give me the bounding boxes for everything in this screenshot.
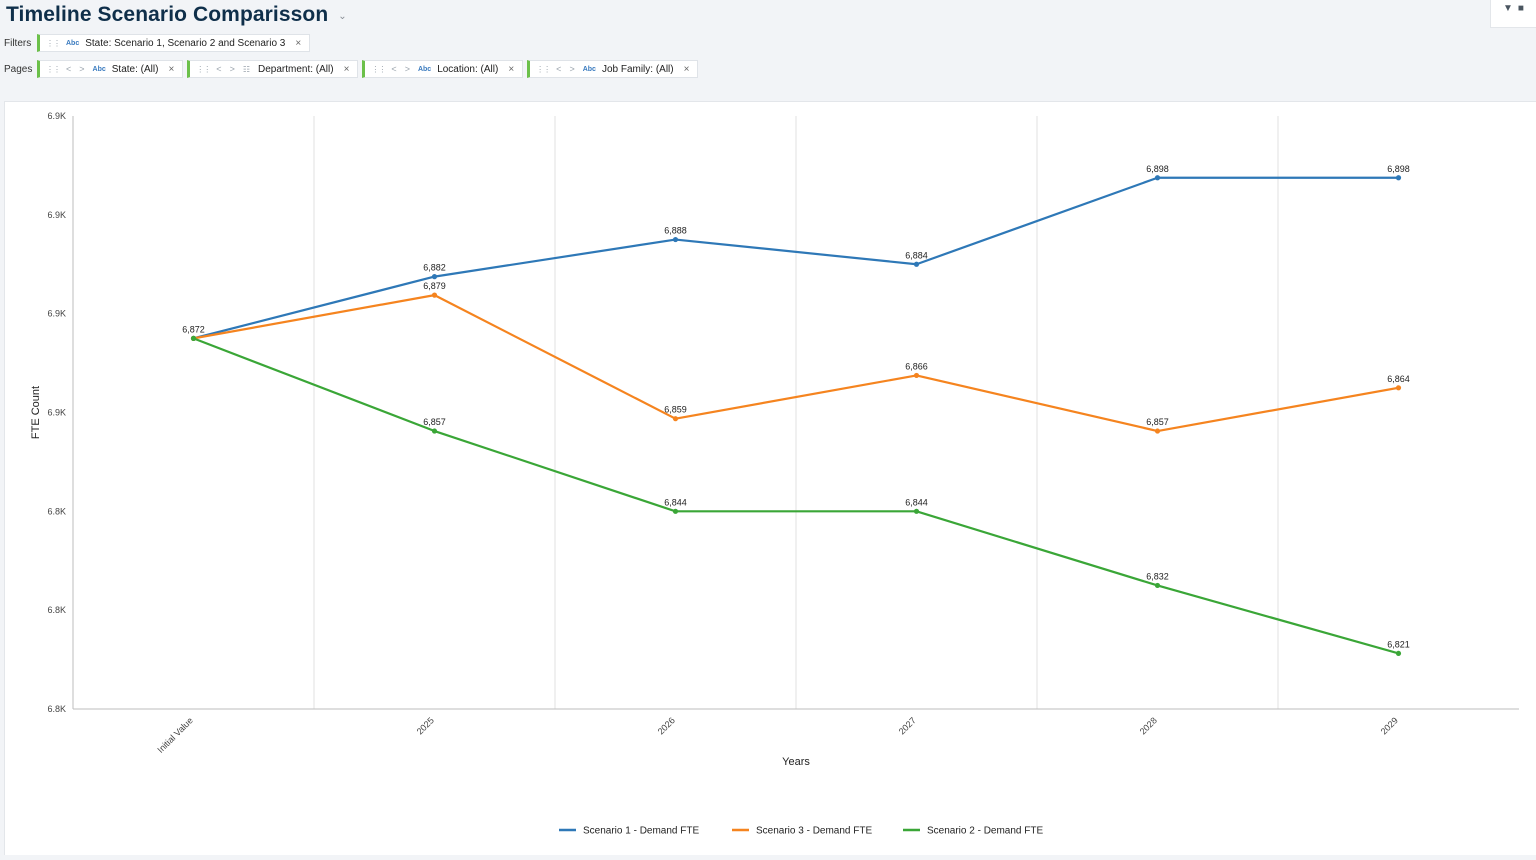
data-point[interactable] bbox=[1395, 175, 1402, 181]
hierarchy-icon: ☷ bbox=[242, 64, 250, 74]
close-icon[interactable]: × bbox=[508, 63, 515, 75]
data-label: 6,884 bbox=[905, 250, 928, 260]
filter-icon[interactable]: ▼ bbox=[1503, 3, 1513, 14]
y-tick-label: 6.9K bbox=[47, 111, 66, 121]
drag-handle-icon[interactable]: ⋮⋮ bbox=[371, 64, 386, 74]
data-point[interactable] bbox=[672, 416, 679, 422]
drag-handle-icon[interactable]: ⋮⋮ bbox=[196, 64, 211, 74]
chevron-right-icon[interactable]: > bbox=[569, 64, 575, 74]
data-point[interactable] bbox=[672, 236, 679, 243]
data-label: 6,882 bbox=[423, 263, 446, 273]
series-line-1 bbox=[193, 176, 1399, 340]
data-label: 6,898 bbox=[1146, 164, 1169, 174]
chart-panel: 6.9K 6.9K 6.9K 6.9K 6.8K 6.8K 6.8K Initial Valu… bbox=[4, 101, 1536, 855]
data-label: 6,844 bbox=[664, 497, 687, 507]
data-point[interactable] bbox=[913, 372, 920, 379]
close-icon[interactable]: × bbox=[295, 37, 302, 49]
data-point[interactable] bbox=[431, 274, 438, 280]
page-chip-department[interactable]: ⋮⋮ < > ☷ Department: (All) × bbox=[187, 60, 359, 78]
y-tick-label: 6.9K bbox=[47, 210, 66, 220]
data-label: 6,888 bbox=[664, 226, 687, 236]
abc-icon: Abc bbox=[417, 65, 432, 73]
data-label: 6,866 bbox=[905, 361, 928, 371]
chevron-down-icon[interactable]: ⌄ bbox=[338, 11, 347, 22]
x-axis-title: Years bbox=[782, 756, 810, 768]
drag-handle-icon[interactable]: ⋮⋮ bbox=[536, 64, 551, 74]
data-point[interactable] bbox=[1395, 650, 1402, 657]
close-icon[interactable]: × bbox=[683, 63, 690, 75]
data-label: 6,844 bbox=[905, 497, 928, 507]
y-axis-title: FTE Count bbox=[30, 386, 42, 439]
page-title: Timeline Scenario Comparisson bbox=[6, 3, 329, 26]
y-tick-label: 6.8K bbox=[47, 704, 66, 714]
pages-label: Pages bbox=[4, 63, 33, 75]
filter-chip-state[interactable]: ⋮⋮ Abc State: Scenario 1, Scenario 2 and… bbox=[37, 34, 311, 52]
page-chip-text[interactable]: State: (All) bbox=[111, 63, 159, 75]
x-tick-label: 2029 bbox=[1379, 715, 1400, 736]
data-point[interactable] bbox=[431, 428, 438, 434]
y-tick-label: 6.9K bbox=[47, 408, 66, 418]
abc-icon: Abc bbox=[66, 39, 80, 47]
x-tick-label: 2025 bbox=[415, 715, 436, 736]
data-label: 6,832 bbox=[1146, 571, 1169, 581]
y-tick-label: 6.9K bbox=[47, 309, 66, 319]
close-icon[interactable]: × bbox=[168, 63, 175, 75]
series-line-3 bbox=[193, 337, 1399, 655]
data-label: 6,898 bbox=[1387, 164, 1410, 174]
abc-icon: Abc bbox=[92, 65, 106, 73]
data-label: 6,864 bbox=[1387, 374, 1410, 384]
page-chip-state[interactable]: ⋮⋮ < > Abc State: (All) × bbox=[37, 60, 184, 78]
chevron-left-icon[interactable]: < bbox=[556, 64, 562, 74]
filters-label: Filters bbox=[4, 37, 32, 49]
legend-item[interactable]: Scenario 3 - Demand FTE bbox=[756, 826, 872, 837]
data-label: 6,821 bbox=[1387, 639, 1410, 649]
page-chip-text[interactable]: Department: (All) bbox=[258, 63, 334, 75]
chevron-left-icon[interactable]: < bbox=[216, 64, 222, 74]
x-tick-label: Initial Value bbox=[155, 715, 195, 755]
data-label: 6,879 bbox=[423, 281, 446, 291]
toolbar-top-right: ▼ ■ bbox=[1490, 0, 1536, 28]
more-icon[interactable]: ■ bbox=[1517, 3, 1524, 14]
chevron-left-icon[interactable]: < bbox=[391, 64, 397, 74]
data-point[interactable] bbox=[1395, 385, 1402, 391]
chevron-left-icon[interactable]: < bbox=[66, 64, 72, 74]
pages-bar: Pages ⋮⋮ < > Abc State: (All) × ⋮⋮ < > ☷… bbox=[4, 60, 702, 78]
data-label: 6,859 bbox=[664, 405, 687, 415]
drag-handle-icon[interactable]: ⋮⋮ bbox=[46, 64, 61, 74]
legend-item[interactable]: Scenario 1 - Demand FTE bbox=[583, 826, 699, 837]
x-tick-label: 2028 bbox=[1138, 715, 1159, 736]
data-point[interactable] bbox=[913, 261, 920, 267]
page-chip-text[interactable]: Job Family: (All) bbox=[601, 63, 674, 75]
page-chip-job-family[interactable]: ⋮⋮ < > Abc Job Family: (All) × bbox=[527, 60, 699, 78]
data-label: 6,857 bbox=[423, 417, 446, 427]
filters-bar: Filters ⋮⋮ Abc State: Scenario 1, Scenar… bbox=[4, 34, 314, 52]
data-point[interactable] bbox=[1154, 428, 1161, 434]
chevron-right-icon[interactable]: > bbox=[404, 64, 410, 74]
data-point[interactable] bbox=[672, 508, 679, 514]
filter-chip-text[interactable]: State: Scenario 1, Scenario 2 and Scenar… bbox=[85, 37, 286, 49]
close-icon[interactable]: × bbox=[343, 63, 350, 75]
abc-icon: Abc bbox=[582, 65, 596, 73]
chevron-right-icon[interactable]: > bbox=[79, 64, 85, 74]
x-tick-label: 2027 bbox=[897, 715, 918, 736]
data-point[interactable] bbox=[190, 335, 197, 341]
title-row: Timeline Scenario Comparisson ⌄ bbox=[6, 2, 347, 28]
data-point[interactable] bbox=[913, 508, 920, 514]
chevron-right-icon[interactable]: > bbox=[229, 64, 235, 74]
legend-item[interactable]: Scenario 2 - Demand FTE bbox=[927, 826, 1043, 837]
page-chip-text[interactable]: Location: (All) bbox=[437, 63, 499, 75]
y-tick-label: 6.8K bbox=[47, 605, 66, 615]
page-chip-location[interactable]: ⋮⋮ < > Abc Location: (All) × bbox=[362, 60, 524, 78]
data-label: 6,872 bbox=[182, 324, 205, 334]
drag-handle-icon[interactable]: ⋮⋮ bbox=[46, 38, 61, 48]
data-point[interactable] bbox=[1154, 582, 1161, 589]
x-tick-label: 2026 bbox=[656, 715, 677, 736]
data-label: 6,857 bbox=[1146, 417, 1169, 427]
series-line-2 bbox=[193, 294, 1399, 433]
line-chart: 6.9K 6.9K 6.9K 6.9K 6.8K 6.8K 6.8K Initial Valu… bbox=[30, 111, 1519, 837]
data-point[interactable] bbox=[431, 292, 438, 298]
data-point[interactable] bbox=[1154, 175, 1161, 181]
y-tick-label: 6.8K bbox=[47, 506, 66, 516]
